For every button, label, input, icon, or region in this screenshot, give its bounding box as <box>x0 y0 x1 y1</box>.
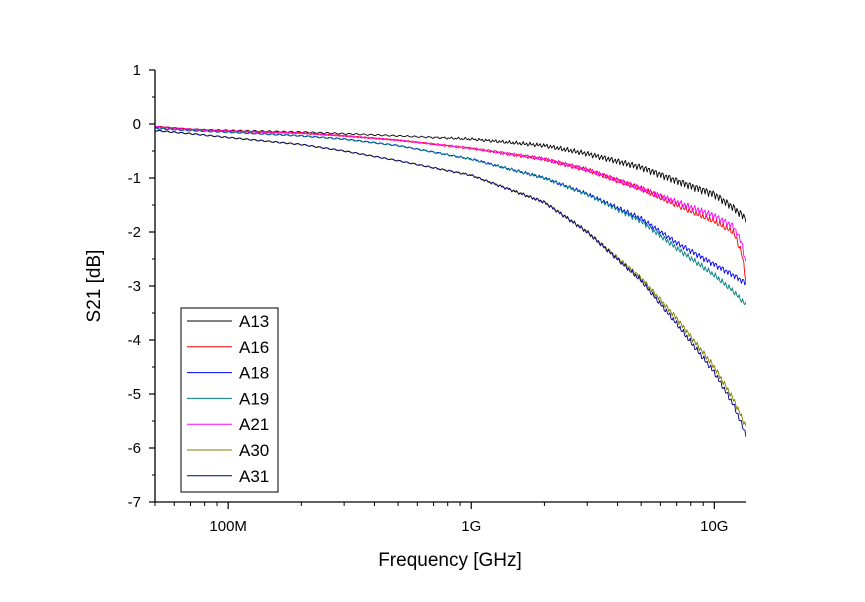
y-axis-title: S21 [dB] <box>84 250 105 323</box>
series-line-a16 <box>155 125 746 283</box>
series-layer <box>155 125 746 438</box>
legend-label-a21: A21 <box>239 415 269 434</box>
legend-label-a18: A18 <box>239 364 269 383</box>
axis-layer: 1 0 -1 -2 -3 -4 -5 -6 -7 100M 1G 10G <box>128 62 729 535</box>
series-line-a19 <box>155 127 746 306</box>
y-tick-label: 0 <box>133 116 141 133</box>
y-tick-label: -3 <box>128 278 141 295</box>
x-tick-label: 100M <box>209 518 247 535</box>
y-tick-label: -2 <box>128 224 141 241</box>
series-line-a31 <box>155 129 746 438</box>
legend: A13 A16 A18 A19 A21 A30 A31 <box>180 307 279 493</box>
y-tick-label: -5 <box>128 386 141 403</box>
x-axis-title: Frequency [GHz] <box>378 550 522 571</box>
legend-label-a13: A13 <box>239 312 269 331</box>
series-line-a21 <box>155 125 746 262</box>
x-tick-label: 1G <box>461 518 481 535</box>
series-line-a18 <box>155 127 746 286</box>
legend-label-a31: A31 <box>239 467 269 486</box>
y-tick-label: -1 <box>128 170 141 187</box>
y-tick-label: -4 <box>128 332 141 349</box>
legend-box <box>180 307 279 493</box>
legend-label-a16: A16 <box>239 338 269 357</box>
legend-label-a19: A19 <box>239 389 269 408</box>
legend-label-a30: A30 <box>239 441 269 460</box>
series-line-a13 <box>155 126 746 223</box>
y-tick-label: 1 <box>133 62 141 79</box>
x-tick-label: 10G <box>700 518 728 535</box>
y-tick-label: -6 <box>128 440 141 457</box>
y-tick-label: -7 <box>128 494 141 511</box>
